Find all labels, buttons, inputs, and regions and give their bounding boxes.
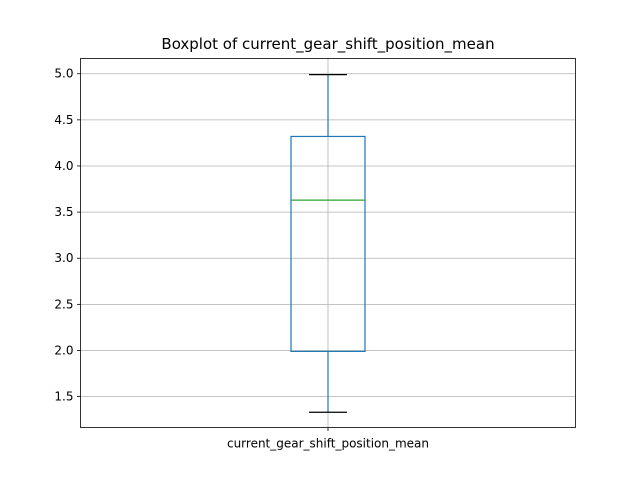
chart-title: Boxplot of current_gear_shift_position_m… bbox=[161, 35, 494, 54]
iqr-box bbox=[290, 135, 366, 352]
y-tick-label: 2.5 bbox=[54, 297, 73, 311]
y-tick-label: 3.5 bbox=[54, 205, 73, 219]
y-tick-label: 3.0 bbox=[54, 251, 73, 265]
x-tick-label: current_gear_shift_position_mean bbox=[227, 437, 429, 451]
grid bbox=[80, 58, 576, 428]
y-tick-label: 5.0 bbox=[54, 67, 73, 81]
y-tick-label: 4.0 bbox=[54, 159, 73, 173]
x-axis: current_gear_shift_position_mean bbox=[227, 427, 429, 451]
y-tick-label: 1.5 bbox=[54, 390, 73, 404]
y-tick-label: 2.0 bbox=[54, 343, 73, 357]
box-series bbox=[290, 74, 366, 413]
y-tick-label: 4.5 bbox=[54, 113, 73, 127]
y-axis: 1.5 2.0 2.5 3.0 3.5 4.0 4.5 5.0 bbox=[54, 67, 81, 404]
